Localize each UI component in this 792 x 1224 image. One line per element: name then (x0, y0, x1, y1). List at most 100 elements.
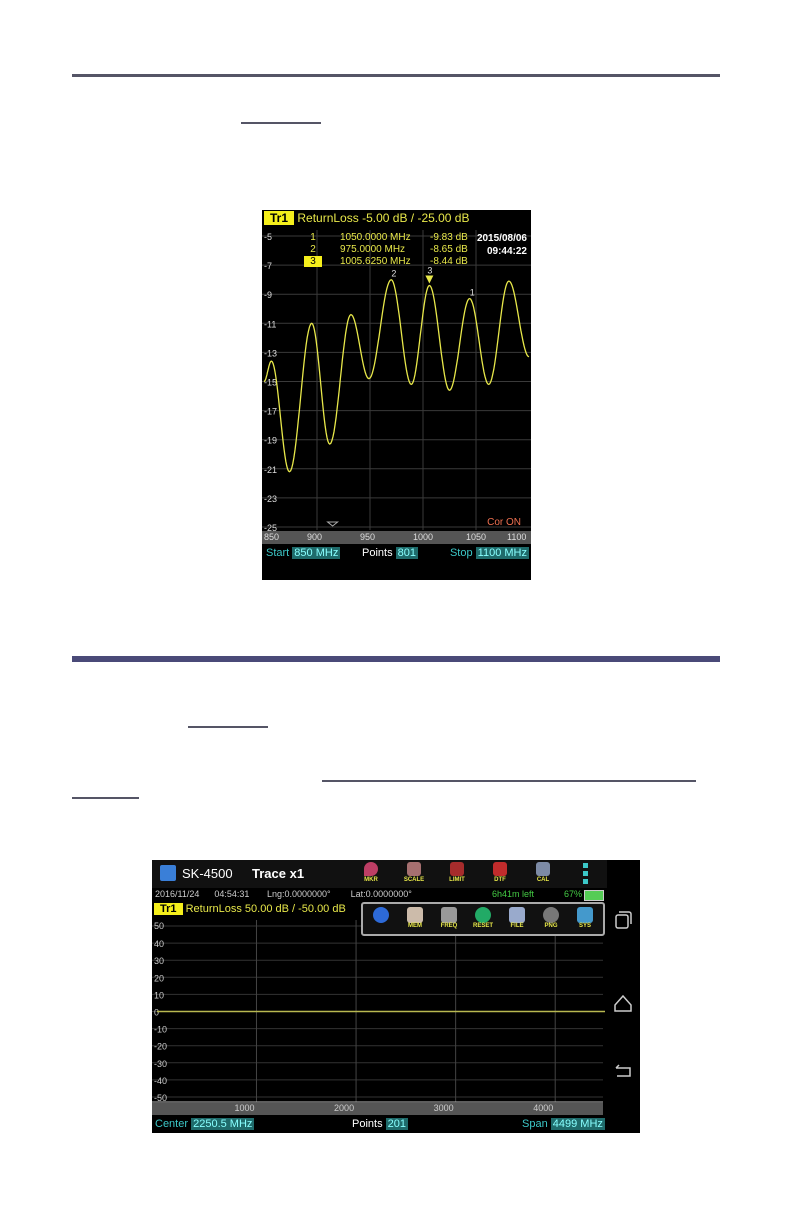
toolbar-button-label[interactable]: MKR (364, 877, 378, 883)
link-underline[interactable] (241, 122, 321, 124)
map-pin-icon[interactable] (364, 862, 378, 876)
stop-value[interactable]: 1100 MHz (475, 547, 529, 559)
date-text: 2015/08/06 (476, 233, 527, 244)
marker-value: -8.65 dB (430, 244, 468, 255)
marker-triangle-icon[interactable] (425, 275, 434, 284)
app-name: SK-4500 (182, 866, 233, 881)
span-label: Span (522, 1118, 548, 1130)
popup-item-label[interactable]: RESET (472, 923, 493, 929)
toolbar-button-label[interactable]: CAL (536, 877, 550, 883)
trace-line (263, 278, 530, 473)
y-tick-label: -10 (154, 1025, 167, 1035)
y-tick-label: -17 (264, 407, 277, 417)
x-tick-label: 1000 (413, 532, 434, 542)
y-tick-label: -15 (264, 378, 277, 388)
link-underline[interactable] (72, 797, 139, 799)
popup-item-label[interactable]: PNG (544, 923, 558, 929)
start-value[interactable]: 850 MHz (292, 547, 341, 559)
measurement-label: ReturnLoss (297, 211, 359, 225)
info-icon[interactable] (373, 907, 389, 923)
popup-item-label[interactable]: SYS (578, 923, 591, 929)
return-loss-screenshot: Tr1 ReturnLoss -5.00 dB / -25.00 dB -5 -7… (262, 210, 531, 580)
status-time: 04:54:31 (214, 889, 250, 899)
marker-label[interactable]: 3 (427, 265, 432, 275)
reset-icon[interactable] (475, 907, 491, 923)
x-axis-bar (152, 1103, 603, 1115)
limit-icon[interactable] (450, 862, 464, 876)
longitude: Lng:0.0000000° (266, 889, 331, 899)
scale-label: 50.00 dB / -50.00 dB (244, 903, 346, 915)
marker-frequency: 975.0000 MHz (340, 244, 406, 255)
popup-menu: MEM FREQ RESET FILE PNG SYS (361, 902, 605, 936)
link-underline[interactable] (322, 780, 696, 782)
popup-item-label[interactable]: MEM (408, 923, 422, 929)
points-value[interactable]: 801 (395, 547, 418, 559)
y-tick-label: -5 (264, 232, 272, 242)
y-tick-label: -50 (154, 1093, 167, 1103)
memory-icon[interactable] (407, 907, 423, 923)
toolbar-button-label[interactable]: DTF (494, 877, 506, 883)
popup-item-label[interactable]: FILE (510, 923, 524, 929)
more-menu-icon[interactable] (583, 863, 588, 885)
measurement-label: ReturnLoss (185, 903, 242, 915)
stop-label: Stop (449, 547, 473, 559)
y-tick-label: -20 (154, 1042, 167, 1052)
reference-marker-icon (326, 521, 340, 527)
gear-icon[interactable] (441, 907, 457, 923)
start-label: Start (266, 547, 290, 559)
trace-badge[interactable]: Tr1 (264, 211, 295, 225)
marker-value: -8.44 dB (430, 256, 468, 267)
scale-icon[interactable] (407, 862, 421, 876)
marker-id[interactable]: 2 (310, 244, 316, 255)
link-underline[interactable] (188, 726, 268, 728)
marker-frequency: 1005.6250 MHz (340, 256, 411, 267)
return-loss-chart: 50 40 30 20 10 0 -10 -20 -30 -40 -50 (152, 920, 605, 1103)
y-tick-label: -13 (264, 348, 277, 358)
section-divider (72, 74, 720, 77)
trace-menu[interactable]: Trace x1 (252, 866, 305, 881)
center-label: Center (155, 1118, 189, 1130)
section-divider (72, 656, 720, 662)
recent-apps-icon[interactable] (615, 911, 632, 929)
points-value[interactable]: 201 (385, 1118, 408, 1130)
y-tick-label: 10 (154, 990, 164, 1000)
android-nav-bar (614, 911, 632, 1077)
y-tick-label: -9 (264, 290, 272, 300)
y-tick-label: 40 (154, 939, 164, 949)
home-icon[interactable] (614, 994, 632, 1012)
marker-frequency: 1050.0000 MHz (340, 232, 411, 243)
y-tick-label: -23 (264, 494, 277, 504)
points-label: Points (362, 547, 393, 559)
x-axis-bar (262, 531, 531, 544)
x-tick-label: 950 (360, 532, 376, 542)
x-tick-label: 1000 (234, 1103, 255, 1113)
x-tick-label: 850 (264, 532, 280, 542)
marker-id[interactable]: 3 (304, 256, 322, 267)
system-icon[interactable] (577, 907, 593, 923)
camera-icon[interactable] (543, 907, 559, 923)
file-icon[interactable] (509, 907, 525, 923)
marker-id[interactable]: 1 (310, 232, 316, 243)
popup-item-label[interactable]: FREQ (440, 923, 458, 929)
satellite-dish-icon[interactable] (536, 862, 550, 876)
y-tick-label: 50 (154, 921, 164, 931)
time-text: 09:44:22 (486, 246, 527, 257)
status-date: 2016/11/24 (155, 889, 200, 899)
span-value[interactable]: 4499 MHz (550, 1118, 605, 1130)
trace-badge[interactable]: Tr1 (154, 903, 183, 915)
y-tick-label: 0 (154, 1008, 159, 1018)
center-value[interactable]: 2250.5 MHz (191, 1118, 255, 1130)
toolbar-button-label[interactable]: SCALE (403, 877, 425, 883)
toolbar-button-label[interactable]: LIMIT (449, 877, 465, 883)
marker-label[interactable]: 2 (391, 269, 396, 279)
warning-icon[interactable] (493, 862, 507, 876)
y-tick-label: 20 (154, 973, 164, 983)
x-tick-label: 900 (307, 532, 323, 542)
x-tick-label: 1100 (507, 532, 527, 542)
marker-label[interactable]: 1 (470, 288, 475, 298)
back-icon[interactable] (615, 1064, 631, 1077)
y-tick-label: -21 (264, 465, 277, 475)
latitude: Lat:0.0000000° (350, 889, 412, 899)
y-tick-label: -11 (264, 319, 276, 329)
